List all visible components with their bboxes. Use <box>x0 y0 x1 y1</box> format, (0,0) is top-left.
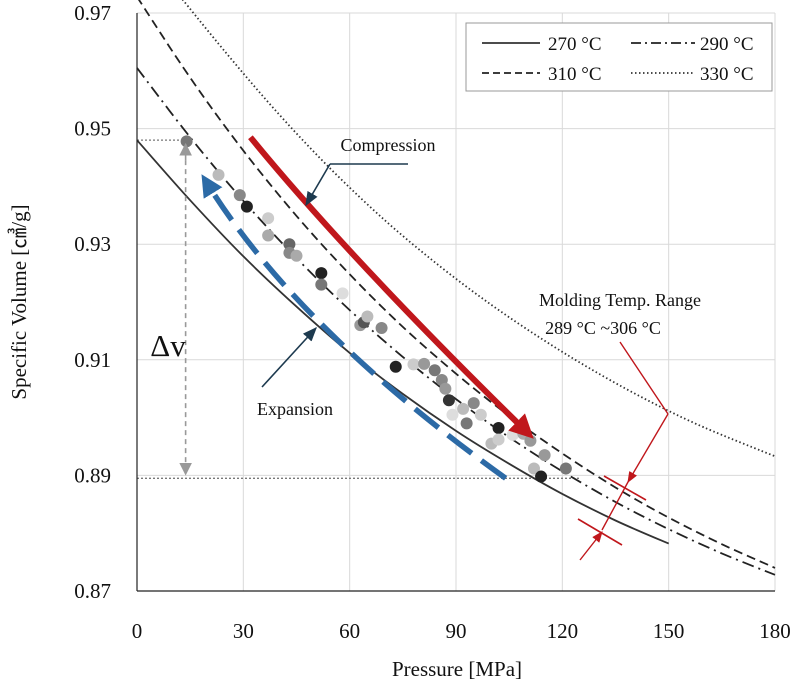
data-point <box>180 135 193 148</box>
y-tick-label: 0.95 <box>74 117 111 141</box>
compression-label: Compression <box>340 135 435 155</box>
legend-label-330: 330 °C <box>700 64 754 85</box>
data-point <box>336 287 349 300</box>
compression-arrow <box>248 135 534 439</box>
data-point <box>535 470 548 483</box>
data-point <box>240 200 253 213</box>
process-arrows <box>179 135 669 561</box>
data-point <box>361 310 374 323</box>
expansion-arrow <box>201 174 508 481</box>
molding-pointer-c <box>601 481 629 531</box>
legend: 270 °C 290 °C 310 °C 330 °C <box>465 22 773 92</box>
data-point <box>467 397 480 410</box>
data-point <box>290 249 303 262</box>
x-tick-label: 120 <box>547 619 579 643</box>
x-tick-label: 60 <box>339 619 360 643</box>
delta-v-label: Δv <box>150 328 186 363</box>
x-tick-label: 90 <box>446 619 467 643</box>
x-tick-label: 180 <box>759 619 791 643</box>
legend-box <box>465 22 773 92</box>
expansion-label: Expansion <box>257 399 333 419</box>
grid <box>137 12 776 591</box>
legend-label-290: 290 °C <box>700 34 754 55</box>
data-point <box>527 462 540 475</box>
data-point <box>262 212 275 225</box>
data-point <box>559 462 572 475</box>
data-point <box>233 189 246 202</box>
y-tick-label: 0.97 <box>74 1 111 25</box>
data-point <box>506 428 519 441</box>
series-line-330 <box>181 0 776 458</box>
data-point <box>389 360 402 373</box>
legend-label-270: 270 °C <box>548 34 602 55</box>
data-point <box>446 408 459 421</box>
y-tick-label: 0.93 <box>74 232 111 256</box>
x-tick-label: 150 <box>653 619 685 643</box>
data-point <box>262 229 275 242</box>
axes <box>136 13 775 592</box>
molding-range-values: 289 °C ~306 °C <box>545 318 661 338</box>
y-tick-label: 0.89 <box>74 463 111 487</box>
data-point <box>460 417 473 430</box>
measurement-points <box>180 135 572 483</box>
x-tick-label: 30 <box>233 619 254 643</box>
data-point <box>538 449 551 462</box>
data-point <box>315 267 328 280</box>
compression-pointer <box>305 163 331 207</box>
x-axis-title: Pressure [MPa] <box>392 657 522 681</box>
data-point <box>492 422 505 435</box>
data-point <box>442 394 455 407</box>
y-axis-title: Specific Volume [㎤/g] <box>7 204 31 399</box>
molding-pointer-a <box>619 341 669 415</box>
y-tick-label: 0.91 <box>74 348 111 372</box>
y-tick-labels: 0.87 0.89 0.91 0.93 0.95 0.97 <box>74 1 111 603</box>
series-line-310 <box>138 0 776 569</box>
molding-pointer-d <box>579 531 603 561</box>
legend-label-310: 310 °C <box>548 64 602 85</box>
x-tick-label: 0 <box>132 619 143 643</box>
molding-pointer-b <box>627 413 669 483</box>
reference-lines <box>137 139 581 479</box>
data-point <box>418 357 431 370</box>
series-line-270 <box>136 139 670 545</box>
data-point <box>439 382 452 395</box>
data-point <box>492 433 505 446</box>
data-point <box>407 358 420 371</box>
x-tick-labels: 0 30 60 90 120 150 180 <box>132 619 791 643</box>
molding-marker-lower <box>577 518 623 546</box>
data-point <box>283 238 296 251</box>
expansion-pointer <box>261 326 317 388</box>
data-point <box>212 168 225 181</box>
data-point <box>457 402 470 415</box>
data-point <box>524 434 537 447</box>
data-point <box>315 278 328 291</box>
molding-range-title: Molding Temp. Range <box>539 290 701 310</box>
y-tick-label: 0.87 <box>74 579 111 603</box>
data-point <box>474 408 487 421</box>
data-point <box>375 322 388 335</box>
data-point <box>428 364 441 377</box>
